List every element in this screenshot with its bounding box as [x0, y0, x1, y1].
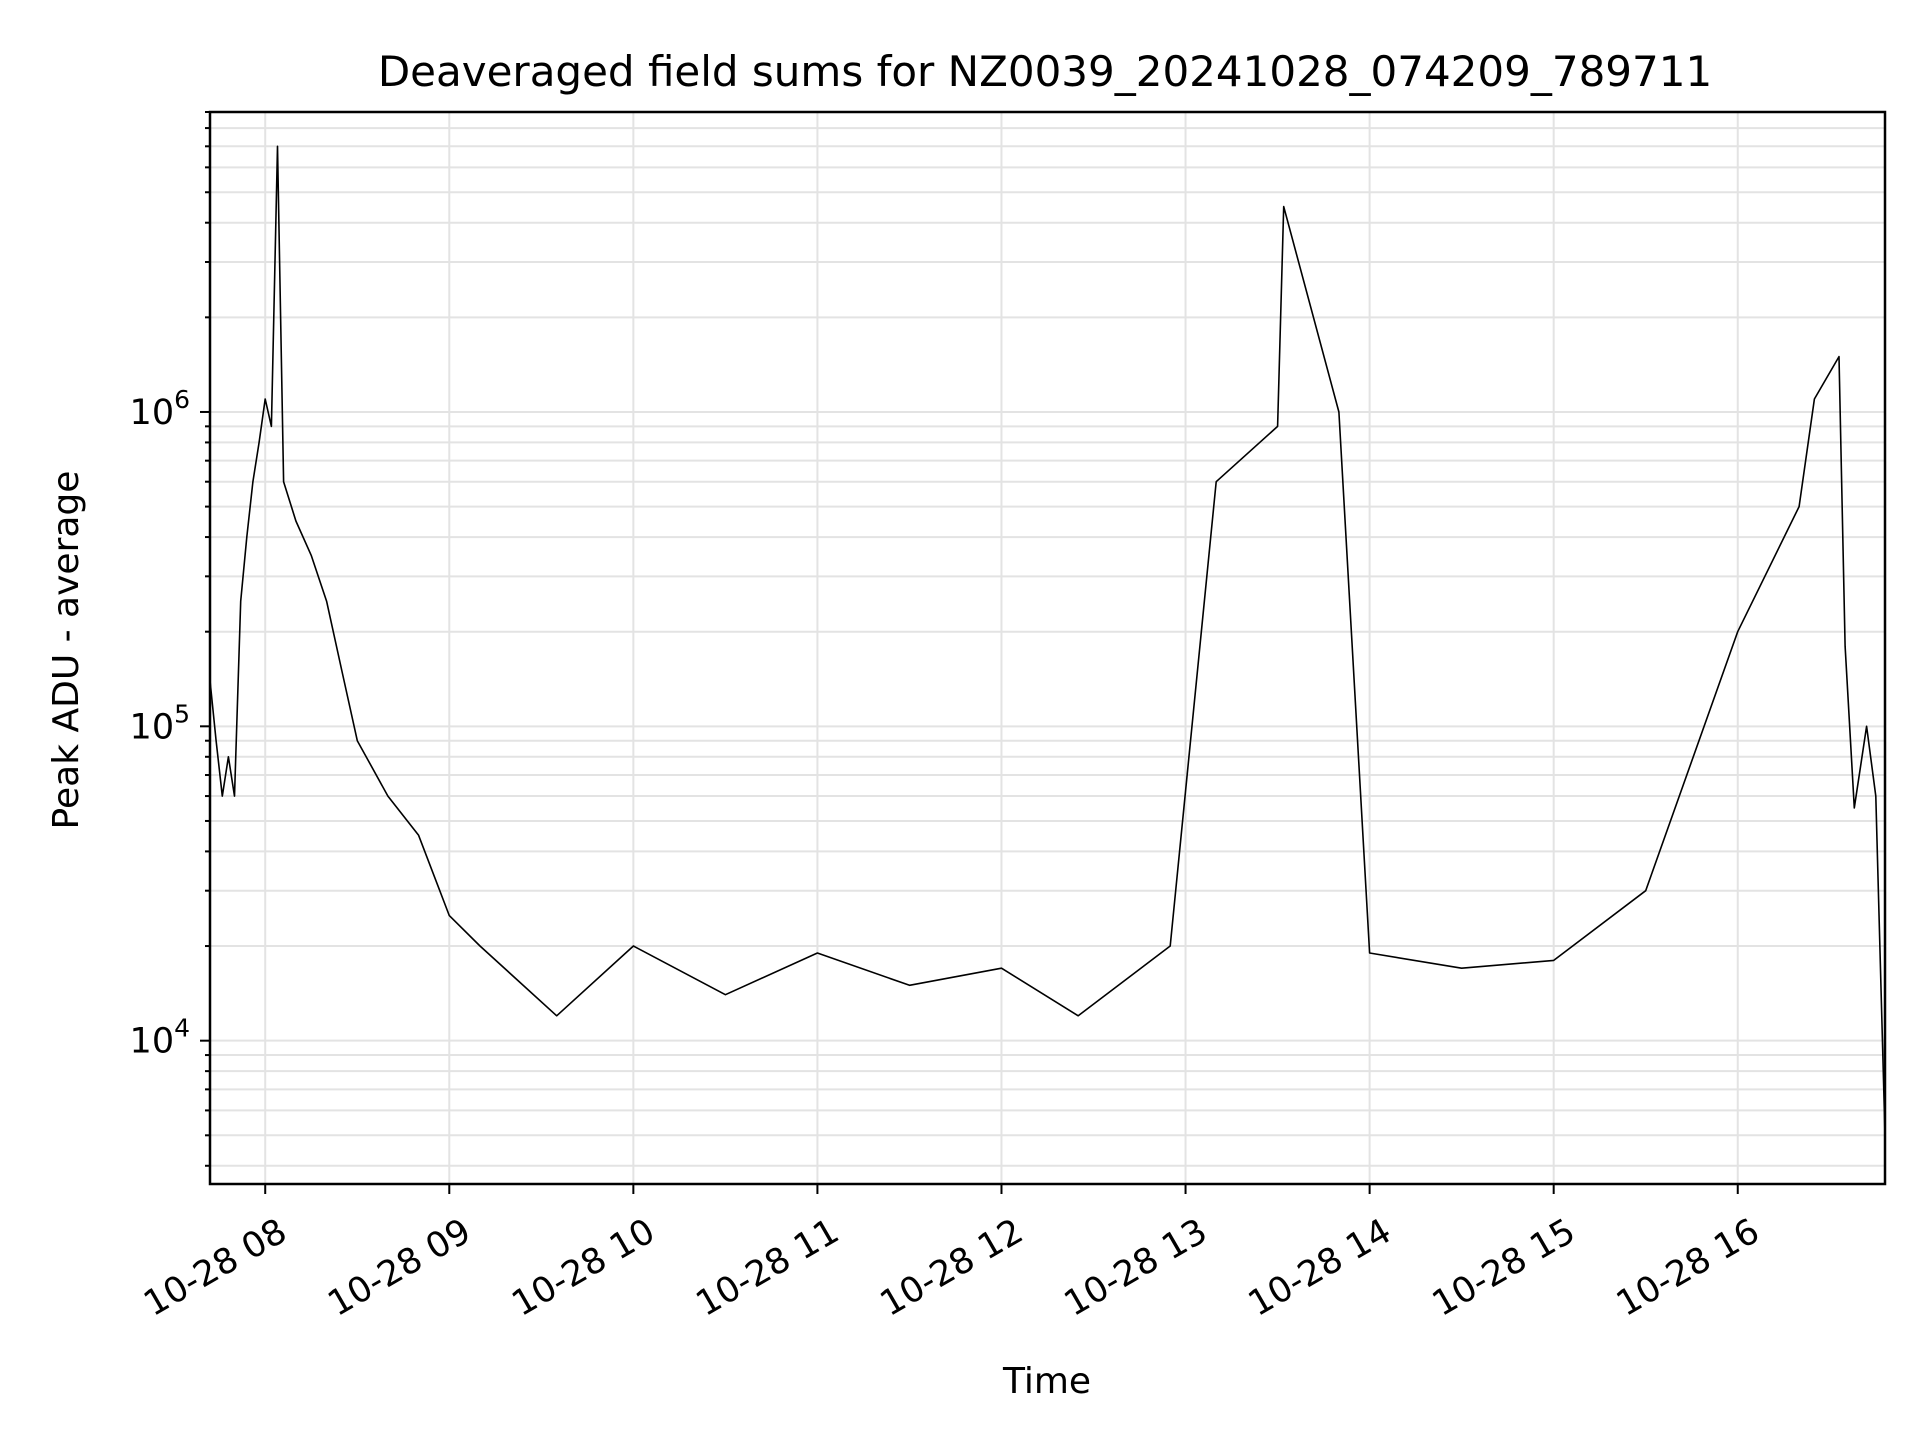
plot-frame	[208, 110, 1887, 1186]
y-tick-label: 105	[130, 699, 190, 747]
x-tick-label: 10-28 16	[1610, 1211, 1766, 1324]
x-tick-label: 10-28 11	[690, 1211, 846, 1324]
x-tick-label: 10-28 15	[1426, 1211, 1582, 1324]
y-tick-label: 106	[130, 385, 190, 433]
x-tick-label: 10-28 09	[321, 1211, 477, 1324]
axis-ticks: 10-28 08 10-28 09 10-28 10 10-28 11 10-28 12…	[130, 111, 1766, 1325]
chart-title: Deaveraged field sums for NZ0039_2024102…	[378, 47, 1712, 96]
y-axis-label: Peak ADU - average	[46, 471, 87, 830]
y-tick-label: 104	[130, 1014, 190, 1062]
grid	[210, 111, 1885, 1184]
x-tick-label: 10-28 12	[874, 1211, 1030, 1324]
x-axis-label: Time	[1002, 1361, 1091, 1402]
x-tick-label: 10-28 14	[1242, 1211, 1398, 1324]
x-tick-label: 10-28 10	[506, 1211, 662, 1324]
x-tick-label: 10-28 13	[1058, 1211, 1214, 1324]
series-layer	[209, 145, 1886, 1136]
x-tick-label: 10-28 08	[137, 1211, 293, 1324]
series-line	[209, 145, 1886, 1136]
